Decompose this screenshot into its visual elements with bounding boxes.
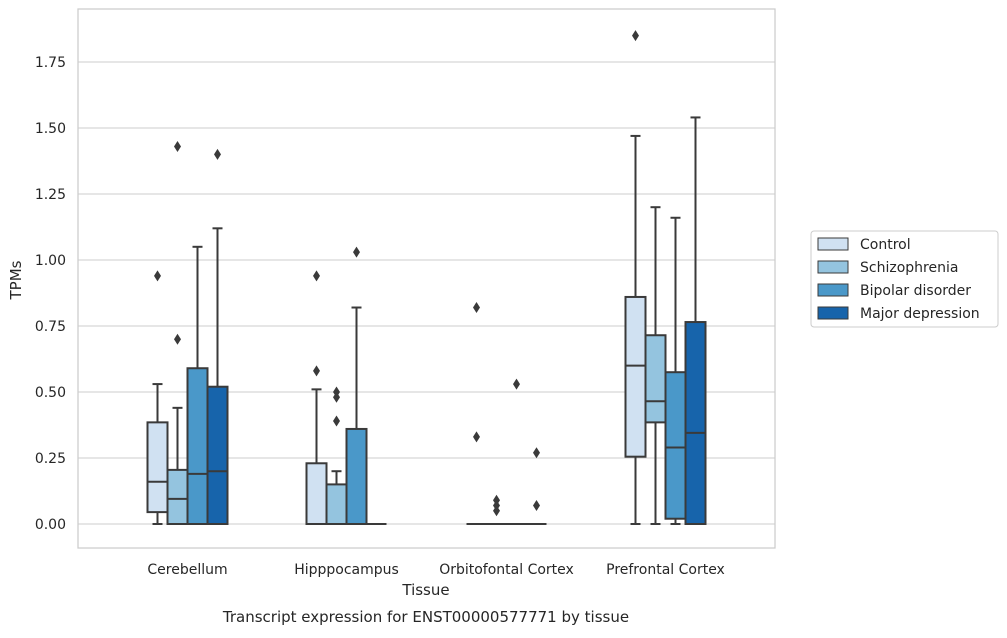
box: [644, 334, 667, 424]
chart-caption: Transcript expression for ENST0000057777…: [222, 608, 629, 626]
box: [345, 427, 368, 525]
y-tick-labels: 0.00 0.25 0.50 0.75 1.00 1.25 1.50 1.75: [35, 55, 66, 533]
legend-swatch: [817, 237, 849, 251]
box-group: [325, 386, 348, 525]
box-group: [206, 148, 229, 525]
outlier-point: [313, 270, 320, 282]
outlier-point: [513, 378, 520, 390]
legend-frame: [810, 230, 999, 328]
outlier-point: [214, 148, 221, 160]
outlier-point: [353, 246, 360, 258]
outlier-point: [333, 386, 340, 398]
outlier-point: [533, 447, 540, 459]
outlier-point: [174, 140, 181, 152]
box: [664, 371, 687, 520]
box-group: [684, 116, 707, 526]
x-tick-label: Prefrontal Cortex: [606, 562, 725, 578]
box: [146, 421, 169, 514]
legend-swatch: [817, 260, 849, 274]
box: [186, 367, 209, 525]
box-group: [146, 270, 169, 525]
y-tick-label: 0.25: [35, 451, 66, 467]
x-axis-label: Tissue: [401, 581, 449, 599]
box: [325, 483, 348, 525]
legend-label: Major depression: [860, 306, 980, 322]
plot-frame: [77, 8, 776, 549]
outlier-point: [333, 415, 340, 427]
x-tick-label: Cerebellum: [147, 562, 227, 578]
x-tick-labels: Cerebellum Hipppocampus Orbitofontal Corte…: [147, 562, 724, 578]
box-group: [486, 494, 507, 525]
outlier-point: [154, 270, 161, 282]
box-group: [305, 270, 328, 525]
box: [624, 295, 647, 458]
box-group: [624, 30, 647, 525]
y-tick-label: 0.00: [35, 517, 66, 533]
y-tick-label: 1.00: [35, 253, 66, 269]
y-axis-label: TPMs: [7, 260, 25, 300]
outlier-point: [632, 30, 639, 42]
outlier-point: [313, 365, 320, 377]
y-tick-label: 0.50: [35, 385, 66, 401]
outlier-point: [174, 333, 181, 345]
box-group: [466, 302, 487, 525]
y-tick-label: 1.25: [35, 187, 66, 203]
legend-swatch: [817, 283, 849, 297]
box: [166, 468, 189, 526]
legend: Control Schizophrenia Bipolar disorder Majo…: [810, 230, 999, 328]
outlier-point: [533, 500, 540, 512]
outlier-point: [473, 431, 480, 443]
box: [305, 462, 328, 525]
y-tick-label: 1.75: [35, 55, 66, 71]
box: [206, 385, 229, 525]
box-group: [526, 447, 547, 525]
outlier-point: [473, 302, 480, 314]
y-tick-label: 1.50: [35, 121, 66, 137]
legend-label: Control: [860, 237, 911, 253]
legend-label: Bipolar disorder: [860, 283, 971, 299]
boxes: [146, 30, 707, 526]
outlier-point: [493, 494, 500, 506]
legend-swatch: [817, 306, 849, 320]
box-group: [345, 246, 368, 525]
box: [684, 321, 707, 526]
y-tick-label: 0.75: [35, 319, 66, 335]
box-group: [644, 206, 667, 525]
x-tick-label: Orbitofontal Cortex: [439, 562, 574, 578]
legend-label: Schizophrenia: [860, 260, 958, 276]
x-tick-label: Hipppocampus: [294, 562, 399, 578]
box-group: [506, 378, 527, 525]
